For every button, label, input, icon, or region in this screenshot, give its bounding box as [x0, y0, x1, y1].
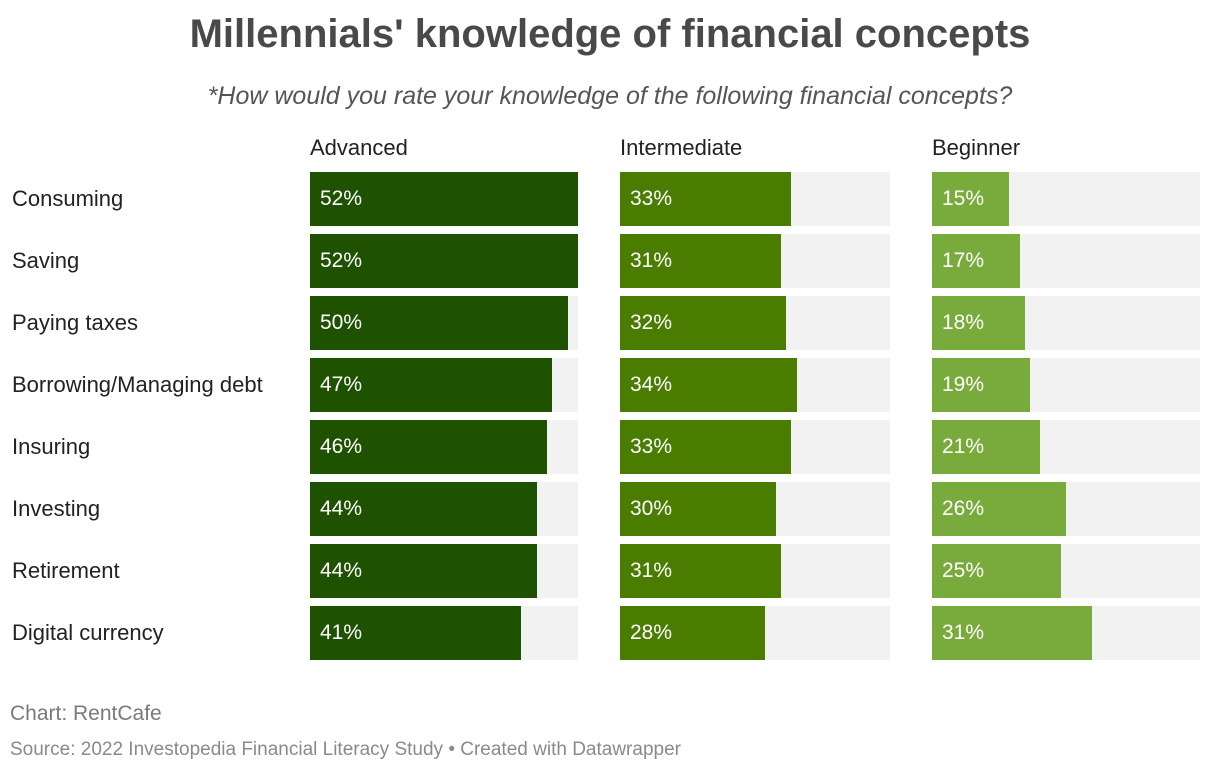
bar-track: 50%: [310, 296, 578, 350]
bar-track: 33%: [620, 420, 890, 474]
bar-intermediate: [620, 544, 781, 598]
bar-track: 28%: [620, 606, 890, 660]
bar-advanced: [310, 544, 537, 598]
data-label: 19%: [942, 373, 985, 396]
data-label: 33%: [630, 187, 673, 210]
bar-intermediate: [620, 420, 792, 474]
row-label: Borrowing/Managing debt: [12, 372, 263, 397]
row-label: Saving: [12, 248, 80, 273]
bar-beginner: [932, 482, 1066, 536]
data-label: 31%: [630, 249, 673, 272]
bar-track: 18%: [932, 296, 1200, 350]
column-header-beginner: Beginner: [932, 135, 1021, 160]
bar-advanced: [310, 172, 578, 226]
bar-track: 44%: [310, 482, 578, 536]
chart-title: Millennials' knowledge of financial conc…: [189, 12, 1031, 56]
row-label: Digital currency: [12, 620, 164, 645]
bar-track: 21%: [932, 420, 1200, 474]
data-label: 41%: [320, 621, 363, 644]
bar-intermediate: [620, 606, 766, 660]
bar-track: 25%: [932, 544, 1200, 598]
row-label: Insuring: [12, 434, 91, 459]
bar-track: 32%: [620, 296, 890, 350]
column-header-advanced: Advanced: [310, 135, 408, 160]
data-label: 44%: [320, 497, 363, 520]
bar-advanced: [310, 358, 553, 412]
data-label: 33%: [630, 435, 673, 458]
data-label: 46%: [320, 435, 363, 458]
row-label: Retirement: [12, 558, 120, 583]
bar-beginner: [932, 296, 1025, 350]
chart-subtitle: *How would you rate your knowledge of th…: [207, 82, 1013, 110]
bar-beginner: [932, 172, 1010, 226]
data-label: 18%: [942, 311, 985, 334]
bar-intermediate: [620, 234, 781, 288]
bar-advanced: [310, 482, 537, 536]
bar-track: 31%: [932, 606, 1200, 660]
bar-track: 44%: [310, 544, 578, 598]
data-label: 30%: [630, 497, 673, 520]
data-label: 44%: [320, 559, 363, 582]
row-label: Consuming: [12, 186, 124, 211]
bar-intermediate: [620, 296, 787, 350]
bar-track: 31%: [620, 234, 890, 288]
source-note: Source: 2022 Investopedia Financial Lite…: [10, 739, 681, 760]
bar-beginner: [932, 420, 1041, 474]
data-label: 34%: [630, 373, 673, 396]
bar-track: 41%: [310, 606, 578, 660]
data-label: 50%: [320, 311, 363, 334]
bar-track: 47%: [310, 358, 578, 412]
bar-track: 15%: [932, 172, 1200, 226]
bar-beginner: [932, 358, 1030, 412]
data-label: 21%: [942, 435, 985, 458]
bar-beginner: [932, 234, 1020, 288]
row-label: Paying taxes: [12, 310, 138, 335]
bar-advanced: [310, 606, 522, 660]
bar-track: 46%: [310, 420, 578, 474]
data-label: 32%: [630, 311, 673, 334]
data-label: 17%: [942, 249, 985, 272]
chart-credit: Chart: RentCafe: [10, 702, 162, 725]
bar-track: 19%: [932, 358, 1200, 412]
data-label: 52%: [320, 187, 363, 210]
bar-track: 30%: [620, 482, 890, 536]
bar-track: 52%: [310, 234, 578, 288]
data-label: 31%: [630, 559, 673, 582]
bar-track: 31%: [620, 544, 890, 598]
data-label: 52%: [320, 249, 363, 272]
bar-track: 33%: [620, 172, 890, 226]
data-label: 47%: [320, 373, 363, 396]
data-label: 31%: [942, 621, 985, 644]
bar-track: 52%: [310, 172, 578, 226]
bar-advanced: [310, 296, 568, 350]
bar-track: 26%: [932, 482, 1200, 536]
bar-track: 34%: [620, 358, 890, 412]
bar-intermediate: [620, 172, 792, 226]
column-header-intermediate: Intermediate: [620, 135, 743, 160]
data-label: 15%: [942, 187, 985, 210]
bar-intermediate: [620, 482, 776, 536]
bar-track: 17%: [932, 234, 1200, 288]
bar-advanced: [310, 234, 578, 288]
bar-intermediate: [620, 358, 797, 412]
row-label: Investing: [12, 496, 101, 521]
data-label: 28%: [630, 621, 673, 644]
bar-advanced: [310, 420, 548, 474]
bar-beginner: [932, 606, 1092, 660]
data-label: 26%: [942, 497, 985, 520]
bar-beginner: [932, 544, 1061, 598]
data-label: 25%: [942, 559, 985, 582]
